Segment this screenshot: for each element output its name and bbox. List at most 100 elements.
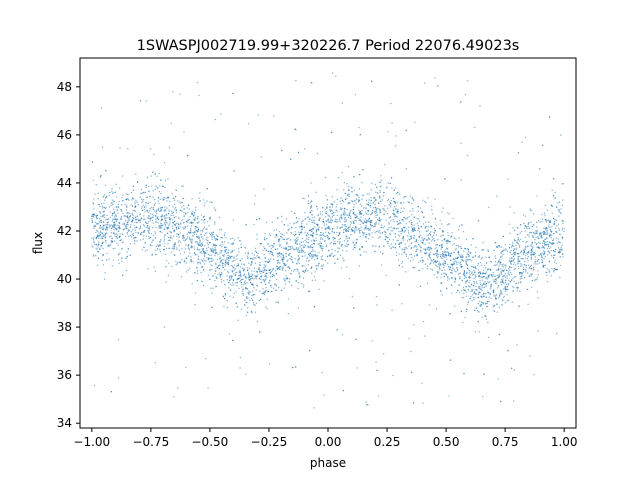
data-point (538, 246, 540, 249)
data-point (203, 205, 205, 207)
data-point (345, 220, 347, 222)
data-point (289, 223, 291, 225)
data-point (310, 267, 312, 269)
data-point (480, 264, 483, 266)
data-point (196, 272, 199, 275)
data-point (96, 264, 99, 266)
data-point (400, 232, 402, 235)
data-point (200, 233, 202, 235)
data-point (530, 256, 533, 259)
data-point (353, 189, 356, 191)
data-point (173, 235, 175, 237)
data-point (239, 280, 241, 283)
data-point (482, 293, 484, 296)
data-point (129, 235, 132, 237)
data-point (393, 210, 395, 212)
data-point (325, 220, 328, 222)
data-point (231, 260, 233, 263)
data-point (534, 278, 536, 281)
data-point (530, 209, 532, 212)
data-point (387, 198, 390, 201)
data-point (449, 313, 451, 315)
data-point (131, 233, 133, 235)
data-point (167, 243, 169, 245)
data-point (490, 275, 493, 277)
data-point (336, 329, 338, 331)
data-point (219, 275, 221, 277)
data-point (547, 243, 550, 246)
data-point (250, 263, 253, 266)
data-point (411, 214, 413, 216)
data-point (454, 258, 456, 261)
data-point (112, 192, 114, 194)
data-point (118, 201, 120, 203)
data-point (395, 251, 398, 254)
data-point (433, 232, 435, 234)
data-point (456, 257, 458, 259)
data-point (398, 264, 401, 267)
data-point (167, 197, 170, 199)
data-point (307, 264, 310, 266)
data-point (426, 247, 429, 249)
data-point (379, 251, 382, 253)
data-point (322, 264, 325, 266)
data-point (545, 228, 547, 231)
data-point (182, 226, 184, 229)
data-point (184, 226, 187, 228)
data-point (100, 203, 103, 205)
data-point (321, 268, 323, 270)
data-point (163, 326, 166, 328)
data-point (179, 226, 181, 228)
data-point (543, 258, 545, 260)
data-point (227, 249, 230, 251)
data-point (91, 219, 93, 222)
data-point (239, 356, 241, 359)
data-point (304, 218, 306, 220)
data-point (169, 218, 171, 220)
data-point (185, 244, 187, 246)
data-point (198, 94, 200, 97)
data-point (211, 292, 213, 294)
data-point (175, 216, 177, 218)
data-point (303, 246, 306, 248)
data-point (303, 197, 305, 200)
data-point (102, 241, 104, 243)
data-point (198, 235, 200, 237)
data-point (429, 263, 431, 265)
data-point (543, 247, 545, 250)
data-point (195, 226, 197, 228)
data-point (358, 188, 361, 190)
data-point (525, 226, 528, 228)
data-point (505, 283, 508, 285)
data-point (187, 236, 189, 238)
data-point (531, 225, 533, 228)
data-point (172, 219, 174, 221)
data-point (117, 338, 120, 341)
data-point (515, 282, 517, 285)
data-point (379, 236, 381, 239)
data-point (107, 221, 110, 223)
data-point (370, 189, 372, 191)
data-point (559, 276, 561, 279)
data-point (345, 238, 347, 240)
data-point (535, 221, 538, 223)
data-point (113, 211, 116, 213)
data-point (504, 269, 506, 271)
data-point (281, 237, 283, 239)
data-point (163, 210, 165, 212)
data-point (449, 241, 451, 243)
data-point (553, 238, 555, 240)
data-point (132, 210, 134, 212)
data-point (504, 279, 507, 282)
data-point (468, 269, 470, 271)
data-point (111, 188, 113, 190)
data-point (98, 218, 101, 220)
data-point (180, 253, 182, 255)
data-point (214, 209, 217, 211)
data-point (150, 196, 152, 198)
data-point (483, 269, 485, 272)
data-point (376, 192, 379, 194)
data-point (325, 216, 327, 218)
data-point (380, 226, 382, 229)
data-point (388, 221, 390, 224)
